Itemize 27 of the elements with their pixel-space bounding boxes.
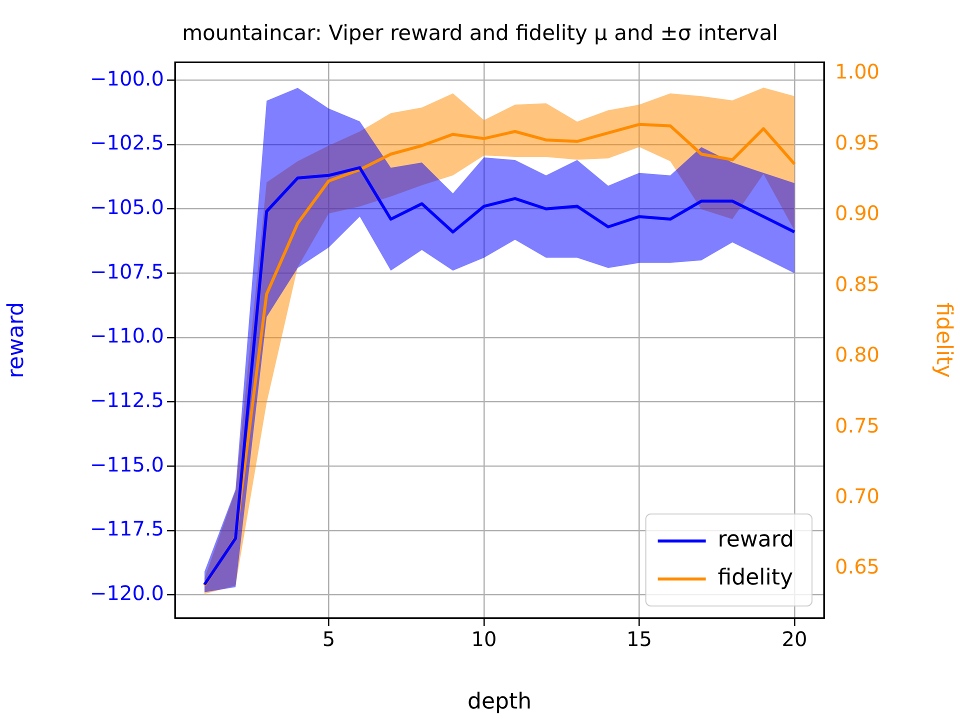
x-tick-label: 5 [322,627,336,652]
y2-tick-label: 0.90 [835,201,880,226]
y2-axis-title: fidelity [931,302,956,378]
y2-tick-label: 1.00 [835,60,880,84]
y-tick-label: −102.5 [90,130,164,155]
legend-label: fidelity [718,566,794,591]
y-tick-label: −107.5 [90,259,164,284]
y-axis-title: reward [4,302,29,378]
y2-tick-label: 0.75 [835,413,880,438]
y-tick-label: −115.0 [90,452,164,476]
y-tick-label: −117.5 [90,516,164,541]
y2-tick-label: 0.70 [835,484,880,508]
x-axis-title: depth [467,690,532,715]
y2-tick-label: 0.95 [835,130,880,154]
y2-tick-label: 0.85 [835,272,880,296]
y-tick-label: −120.0 [90,581,164,606]
y-tick-label: −100.0 [90,66,164,90]
x-tick-label: 10 [471,627,497,652]
y-tick-label: −112.5 [90,388,164,412]
x-tick-label: 20 [782,627,808,652]
y2-tick-label: 0.80 [835,342,880,367]
y-tick-label: −110.0 [90,324,164,348]
legend-label: reward [718,528,794,553]
y-tick-label: −105.0 [90,195,164,220]
x-tick-label: 15 [626,627,652,652]
y2-tick-label: 0.65 [835,554,880,579]
chart-title: mountaincar: Viper reward and fidelity μ and ±σ interval [182,21,778,46]
